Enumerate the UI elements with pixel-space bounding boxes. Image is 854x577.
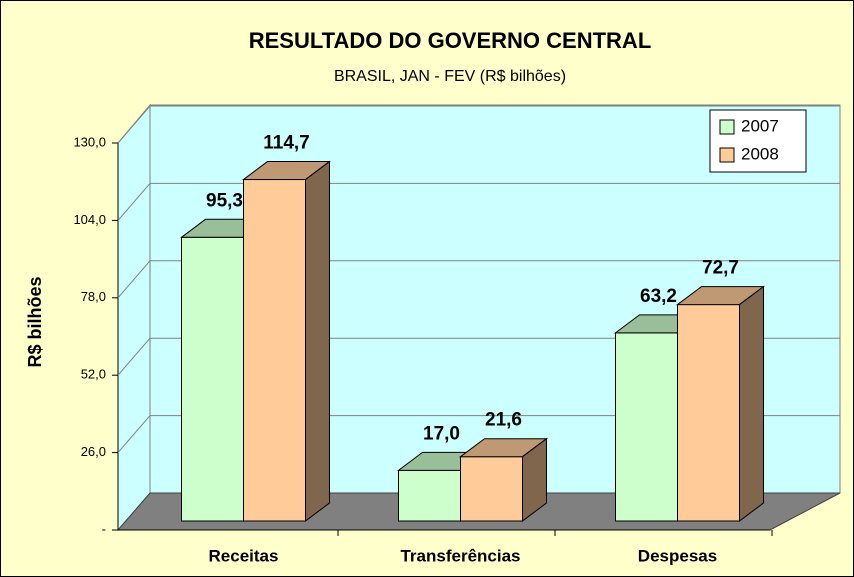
y-tick-label: 104,0 (73, 212, 106, 227)
bar-side (739, 285, 764, 522)
x-tick-label: Receitas (209, 546, 279, 565)
x-tick-label: Transferências (400, 546, 520, 565)
bar-front (615, 332, 678, 522)
x-tick-label: Despesas (638, 546, 717, 565)
bar-side (305, 160, 330, 522)
bar-front (181, 236, 244, 522)
data-label: 17,0 (423, 423, 460, 444)
grid-line (117, 183, 151, 221)
data-label: 21,6 (485, 410, 522, 431)
legend-label: 2007 (741, 116, 779, 135)
data-label: 72,7 (702, 258, 739, 279)
legend-label: 2008 (741, 144, 779, 163)
chart-title: RESULTADO DO GOVERNO CENTRAL (249, 28, 652, 53)
grid-line (117, 337, 151, 376)
y-tick-label: 52,0 (81, 367, 106, 382)
data-label: 63,2 (640, 286, 677, 307)
bar-front (398, 469, 461, 522)
y-tick-label: 130,0 (73, 134, 106, 149)
legend-swatch (719, 119, 735, 135)
data-label: 95,3 (206, 190, 243, 211)
y-tick-label: 26,0 (81, 444, 106, 459)
grid-line (117, 260, 151, 299)
y-tick-label: 78,0 (81, 289, 106, 304)
bar-side (522, 437, 547, 522)
bar-front (243, 179, 306, 522)
bar-front (460, 456, 523, 522)
grid-line (117, 105, 151, 144)
bar-front (677, 304, 740, 522)
grid-line (117, 415, 151, 453)
y-tick-label: - (102, 521, 106, 536)
data-label: 114,7 (263, 133, 310, 154)
side-wall (117, 103, 151, 532)
chart-subtitle: BRASIL, JAN - FEV (R$ bilhões) (334, 68, 566, 85)
y-axis-label: R$ bilhões (25, 276, 45, 367)
legend-swatch (719, 147, 735, 163)
